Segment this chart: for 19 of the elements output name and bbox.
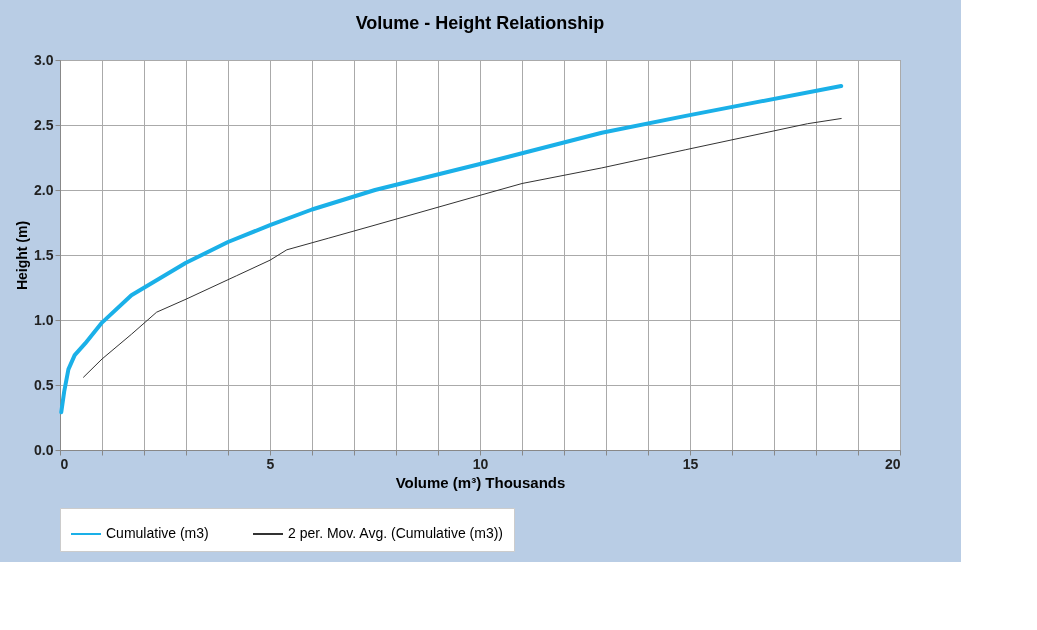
- chart-title: Volume - Height Relationship: [355, 13, 605, 33]
- y-tick-label: 0.5: [34, 376, 54, 393]
- y-tick-label: 2.5: [34, 116, 54, 133]
- x-tick-label: 0: [60, 455, 69, 472]
- y-tick-label: 1.0: [34, 311, 54, 328]
- y-axis-title: Height (m): [14, 220, 31, 291]
- y-tick-label: 0.0: [34, 441, 54, 458]
- y-tick-label: 2.0: [34, 181, 54, 198]
- line-series: [83, 118, 842, 378]
- x-tick-label: 5: [266, 455, 275, 472]
- x-axis-title: Volume (m³) Thousands: [395, 473, 566, 491]
- legend-label: Cumulative (m3): [106, 525, 209, 541]
- x-tick-label: 15: [682, 455, 699, 472]
- y-tick-label: 1.5: [34, 246, 54, 263]
- x-tick-label: 10: [472, 455, 489, 472]
- y-tick-label: 3.0: [34, 51, 54, 68]
- line-series: [59, 84, 844, 415]
- legend-label: 2 per. Mov. Avg. (Cumulative (m3)): [288, 525, 503, 541]
- x-tick-label: 20: [884, 455, 901, 472]
